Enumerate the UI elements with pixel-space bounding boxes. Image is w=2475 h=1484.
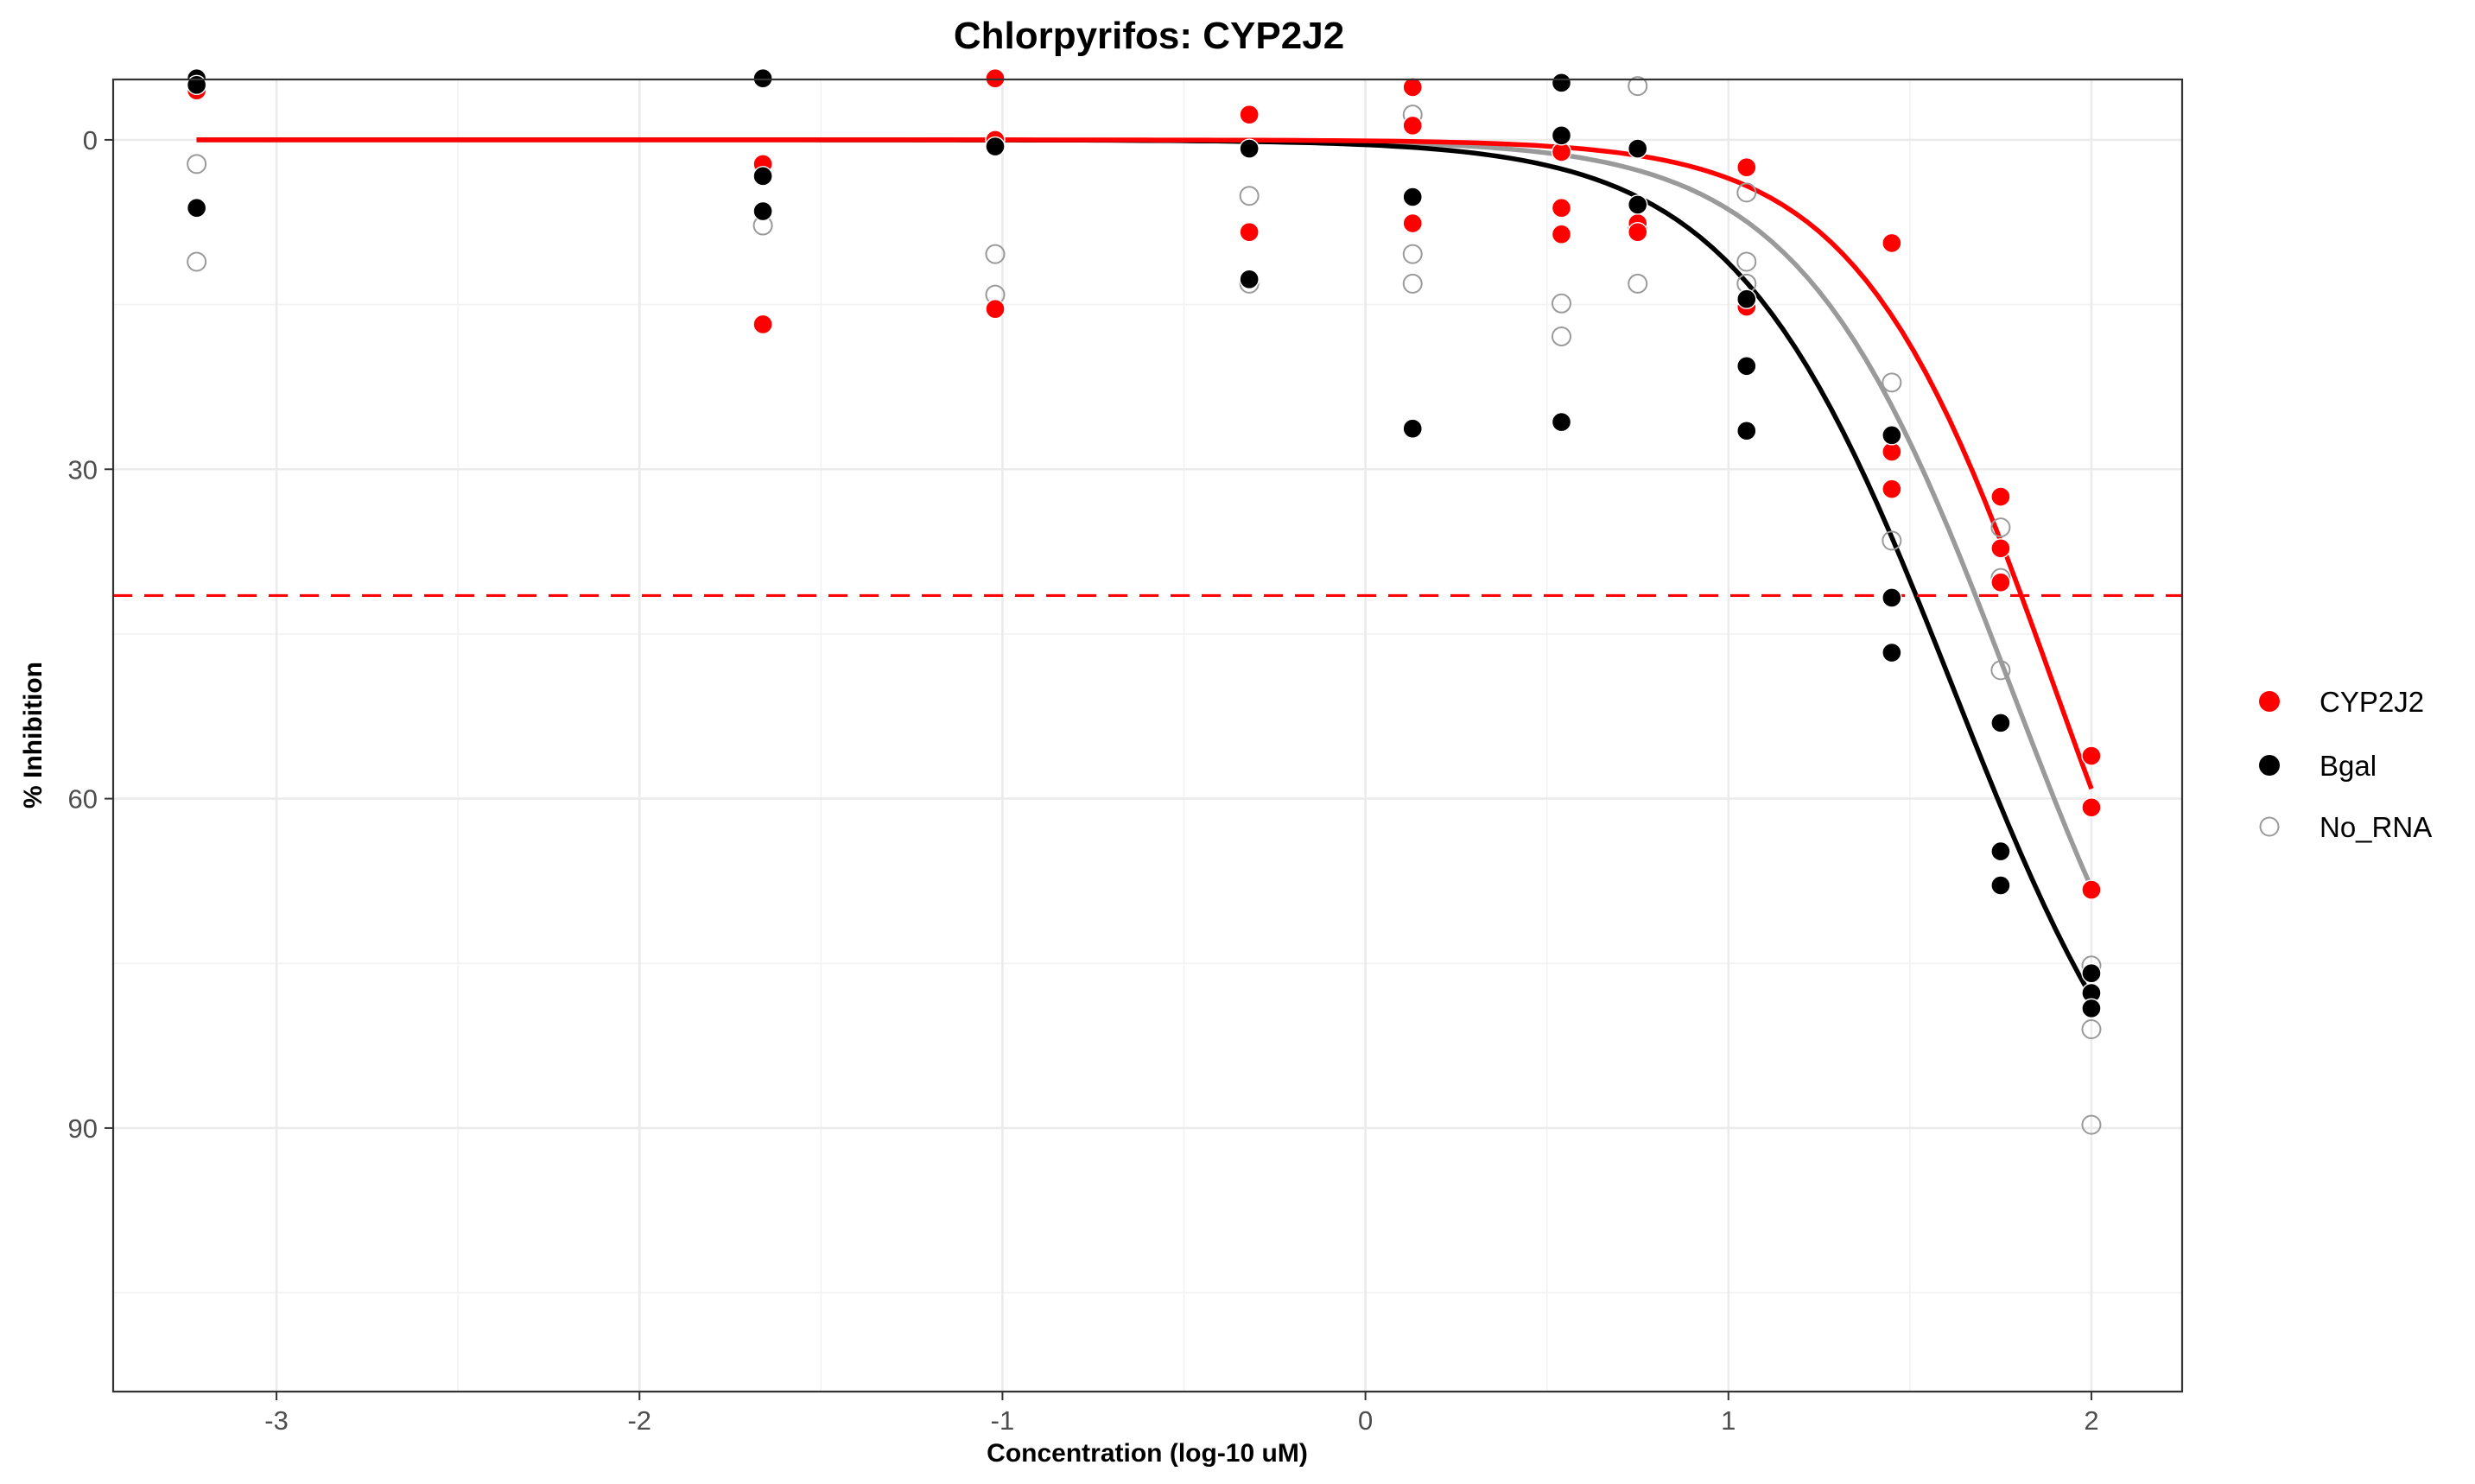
x-axis-title: Concentration (log-10 uM) [987,1439,1308,1468]
fit-curve-cyp2j2 [196,137,2094,790]
data-point-cyp2j2 [1239,104,1260,125]
data-point-bgal [1990,713,2011,733]
data-point-bgal [1551,73,1572,93]
y-axis-title: % Inhibition [19,662,48,809]
data-point-no-rna [2081,1114,2102,1135]
data-point-cyp2j2 [1551,224,1572,244]
data-point-cyp2j2 [1882,479,1902,499]
data-point-bgal [1551,411,1572,433]
data-point-cyp2j2 [1402,77,1423,98]
x-tick-label: 2 [2084,1405,2098,1436]
data-point-bgal [186,198,207,219]
data-point-cyp2j2 [2081,879,2102,900]
data-point-cyp2j2 [985,298,1006,320]
minor-gridlines [113,79,2182,1392]
data-points [186,68,2102,1135]
data-point-no-rna [1552,293,1571,314]
data-point-bgal [2081,998,2102,1019]
data-point-no-rna [187,154,207,174]
data-point-cyp2j2 [1402,212,1423,234]
data-point-no-rna [1882,530,1902,551]
data-point-cyp2j2 [1882,232,1902,254]
data-point-cyp2j2 [1990,572,2011,593]
data-point-bgal [1402,187,1423,207]
data-point-no-rna [1990,660,2011,681]
data-point-cyp2j2 [1239,221,1260,243]
data-point-bgal [1882,425,1902,446]
data-point-no-rna [1239,186,1260,206]
data-point-bgal [1736,356,1757,377]
data-point-bgal [1990,840,2011,862]
data-point-cyp2j2 [1551,198,1572,219]
x-axis-ticks: -3 -2 -1 0 1 2 [264,1392,2099,1436]
plot-border [111,78,2184,1393]
data-point-cyp2j2 [2081,797,2102,818]
legend-label-cyp2j2: CYP2J2 [2320,686,2424,718]
data-point-no-rna [1882,372,1902,393]
legend-key-cyp2j2 [2259,691,2280,712]
data-point-bgal [1882,587,1902,608]
fit-curves [196,137,2094,999]
y-tick-label: 0 [83,125,98,155]
data-point-no-rna [187,251,207,272]
data-point-bgal [2081,962,2102,984]
y-tick-label: 60 [68,784,98,815]
data-point-no-rna [1402,273,1423,294]
x-tick-label: 1 [1721,1405,1736,1436]
data-point-cyp2j2 [1736,156,1757,178]
y-axis-ticks: 0 30 60 90 [68,125,113,1144]
legend-label-bgal: Bgal [2320,750,2377,782]
data-point-bgal [1239,138,1260,159]
data-point-no-rna [985,244,1006,264]
data-point-no-rna [1628,273,1648,294]
plot-panel [113,79,2182,1392]
data-point-bgal [1628,138,1648,159]
data-point-bgal [1628,194,1648,215]
data-point-bgal [1239,269,1260,290]
data-point-bgal [1736,289,1757,309]
data-point-bgal [1402,418,1423,439]
data-point-no-rna [2081,1019,2102,1040]
x-tick-label: -2 [627,1405,651,1436]
chart-title: Chlorpyrifos: CYP2J2 [954,15,1344,57]
data-point-bgal [1551,125,1572,146]
data-point-cyp2j2 [1628,221,1648,243]
data-point-cyp2j2 [1990,538,2011,559]
data-point-bgal [1882,642,1902,663]
data-point-no-rna [1736,251,1757,272]
data-point-bgal [752,68,773,89]
data-point-bgal [752,200,773,222]
x-tick-label: -3 [264,1405,289,1436]
data-point-no-rna [1990,517,2011,538]
data-point-no-rna [1552,326,1571,346]
legend-key-bgal [2259,755,2280,776]
legend: CYP2J2 Bgal No_RNA [2259,686,2432,843]
data-point-bgal [186,74,207,96]
data-point-bgal [985,136,1006,157]
data-point-cyp2j2 [1990,486,2011,507]
legend-label-no-rna: No_RNA [2320,811,2432,843]
legend-key-no-rna [2259,816,2280,837]
x-tick-label: 0 [1358,1405,1373,1436]
y-tick-label: 90 [68,1113,98,1144]
data-point-bgal [752,166,773,187]
y-tick-label: 30 [68,454,98,485]
data-point-bgal [1736,421,1757,441]
x-tick-label: -1 [991,1405,1015,1436]
data-point-no-rna [1628,76,1648,97]
data-point-no-rna [1736,182,1757,203]
data-point-cyp2j2 [1402,115,1423,136]
data-point-cyp2j2 [752,314,773,335]
data-point-bgal [1990,875,2011,896]
data-point-cyp2j2 [2081,745,2102,766]
data-point-cyp2j2 [985,68,1006,89]
data-point-no-rna [1402,244,1423,264]
